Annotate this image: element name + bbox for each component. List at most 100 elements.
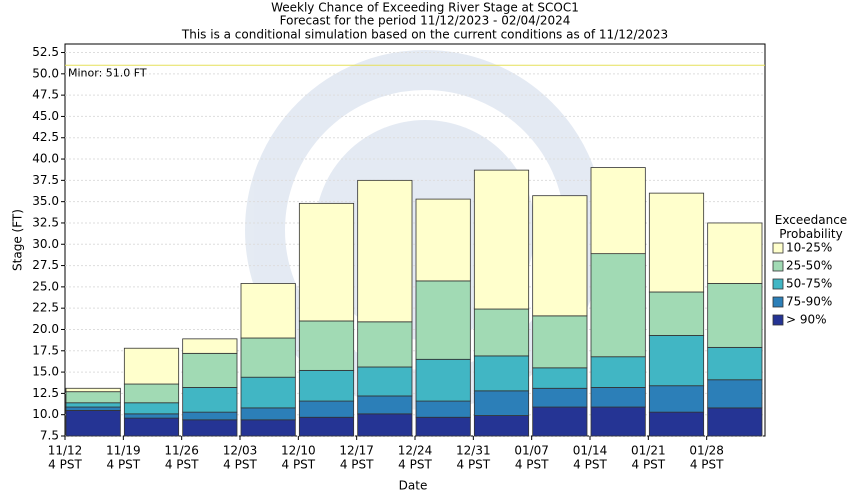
bar-segment bbox=[648, 411, 705, 437]
bar-segment bbox=[65, 387, 121, 393]
bar-segment bbox=[298, 416, 355, 437]
legend-title: Exceedance Probability bbox=[775, 213, 847, 241]
x-tick-sublabel: 4 PST bbox=[398, 458, 432, 472]
bar-segment bbox=[182, 338, 238, 354]
x-tick-label: 01/07 bbox=[514, 444, 549, 458]
bar-segment bbox=[590, 406, 646, 437]
chart-note: This is a conditional simulation based o… bbox=[181, 28, 668, 42]
y-tick-label: 15.0 bbox=[32, 365, 59, 379]
bar-segment bbox=[298, 202, 355, 322]
x-tick-label: 01/28 bbox=[689, 444, 724, 458]
bar-segment bbox=[240, 419, 296, 437]
x-tick-sublabel: 4 PST bbox=[632, 458, 666, 472]
bar-segment bbox=[707, 407, 763, 437]
y-tick-label: 52.5 bbox=[32, 45, 59, 59]
y-tick-label: 32.5 bbox=[32, 215, 59, 229]
chart-subtitle: Forecast for the period 11/12/2023 - 02/… bbox=[280, 14, 571, 28]
bar-segment bbox=[473, 415, 530, 437]
x-axis-label: Date bbox=[399, 479, 428, 493]
y-tick-label: 20.0 bbox=[32, 322, 59, 336]
legend-label: 50-75% bbox=[786, 277, 832, 291]
bar-segment bbox=[415, 198, 471, 282]
y-tick-label: 22.5 bbox=[32, 301, 59, 315]
y-tick-label: 27.5 bbox=[32, 258, 59, 272]
x-tick-sublabel: 4 PST bbox=[107, 458, 141, 472]
bar-segment bbox=[532, 406, 588, 437]
y-tick-label: 50.0 bbox=[32, 66, 59, 80]
bar-segment bbox=[590, 167, 646, 255]
bar-segment bbox=[648, 291, 705, 336]
bar-segment bbox=[473, 169, 530, 310]
bar-segment bbox=[65, 402, 121, 408]
x-tick-sublabel: 4 PST bbox=[515, 458, 549, 472]
bar-segment bbox=[357, 321, 413, 368]
bar-segment bbox=[590, 387, 646, 408]
threshold-label: Minor: 51.0 FT bbox=[68, 66, 147, 79]
bar-segment bbox=[123, 413, 180, 419]
legend-label: 25-50% bbox=[786, 259, 832, 273]
bar-segment bbox=[298, 369, 355, 402]
bar-segment bbox=[415, 400, 471, 418]
bar-segment bbox=[473, 308, 530, 357]
y-tick-label: 7.5 bbox=[40, 429, 59, 443]
bar-segment bbox=[298, 320, 355, 371]
bar-segment bbox=[648, 335, 705, 387]
bar-segment bbox=[648, 385, 705, 413]
x-tick-sublabel: 4 PST bbox=[573, 458, 607, 472]
bar-segment bbox=[65, 410, 121, 437]
bar-segment bbox=[65, 406, 121, 411]
bar-segment bbox=[590, 356, 646, 388]
x-tick-label: 11/26 bbox=[164, 444, 199, 458]
x-tick-label: 01/14 bbox=[573, 444, 608, 458]
bar-segment bbox=[532, 195, 588, 317]
y-tick-label: 35.0 bbox=[32, 194, 59, 208]
x-tick-label: 12/24 bbox=[398, 444, 433, 458]
bar-segment bbox=[532, 387, 588, 408]
bar-segment bbox=[532, 315, 588, 369]
bar-segment bbox=[298, 400, 355, 418]
x-tick-label: 01/21 bbox=[631, 444, 666, 458]
bar-segment bbox=[123, 347, 180, 385]
legend-title-line: Probability bbox=[779, 227, 842, 241]
bar-segment bbox=[473, 355, 530, 392]
bar-segment bbox=[648, 192, 705, 293]
bar-segment bbox=[240, 337, 296, 378]
bar-segment bbox=[65, 391, 121, 404]
bar-segment bbox=[182, 419, 238, 437]
x-tick-sublabel: 4 PST bbox=[48, 458, 82, 472]
bar-segment bbox=[357, 179, 413, 323]
bar-segment bbox=[415, 416, 471, 437]
bar-segment bbox=[357, 395, 413, 415]
bar-segment bbox=[240, 283, 296, 339]
bar-segment bbox=[182, 387, 238, 413]
legend-title-line: Exceedance bbox=[775, 213, 847, 227]
y-tick-label: 37.5 bbox=[32, 173, 59, 187]
legend-swatch bbox=[772, 278, 784, 290]
bar-segment bbox=[182, 352, 238, 388]
bar-segment bbox=[123, 402, 180, 415]
y-tick-label: 30.0 bbox=[32, 237, 59, 251]
chart-title: Weekly Chance of Exceeding River Stage a… bbox=[271, 1, 579, 15]
y-tick-label: 42.5 bbox=[32, 130, 59, 144]
x-tick-label: 12/03 bbox=[223, 444, 258, 458]
bar-segment bbox=[707, 283, 763, 348]
x-tick-label: 11/19 bbox=[106, 444, 141, 458]
legend-swatch bbox=[772, 242, 784, 254]
bar-segment bbox=[123, 417, 180, 437]
x-tick-label: 12/17 bbox=[339, 444, 374, 458]
bar-segment bbox=[357, 413, 413, 437]
legend-label: 10-25% bbox=[786, 241, 832, 255]
x-tick-sublabel: 4 PST bbox=[457, 458, 491, 472]
legend-label: 75-90% bbox=[786, 295, 832, 309]
y-tick-label: 40.0 bbox=[32, 152, 59, 166]
bar-segment bbox=[532, 367, 588, 389]
legend-swatch bbox=[772, 296, 784, 308]
y-tick-label: 47.5 bbox=[32, 88, 59, 102]
plot-area bbox=[64, 43, 766, 437]
y-axis-label: Stage (FT) bbox=[11, 209, 25, 271]
x-tick-label: 12/31 bbox=[456, 444, 491, 458]
bar-segment bbox=[240, 376, 296, 409]
legend-swatch bbox=[772, 260, 784, 272]
bar-segment bbox=[473, 390, 530, 416]
